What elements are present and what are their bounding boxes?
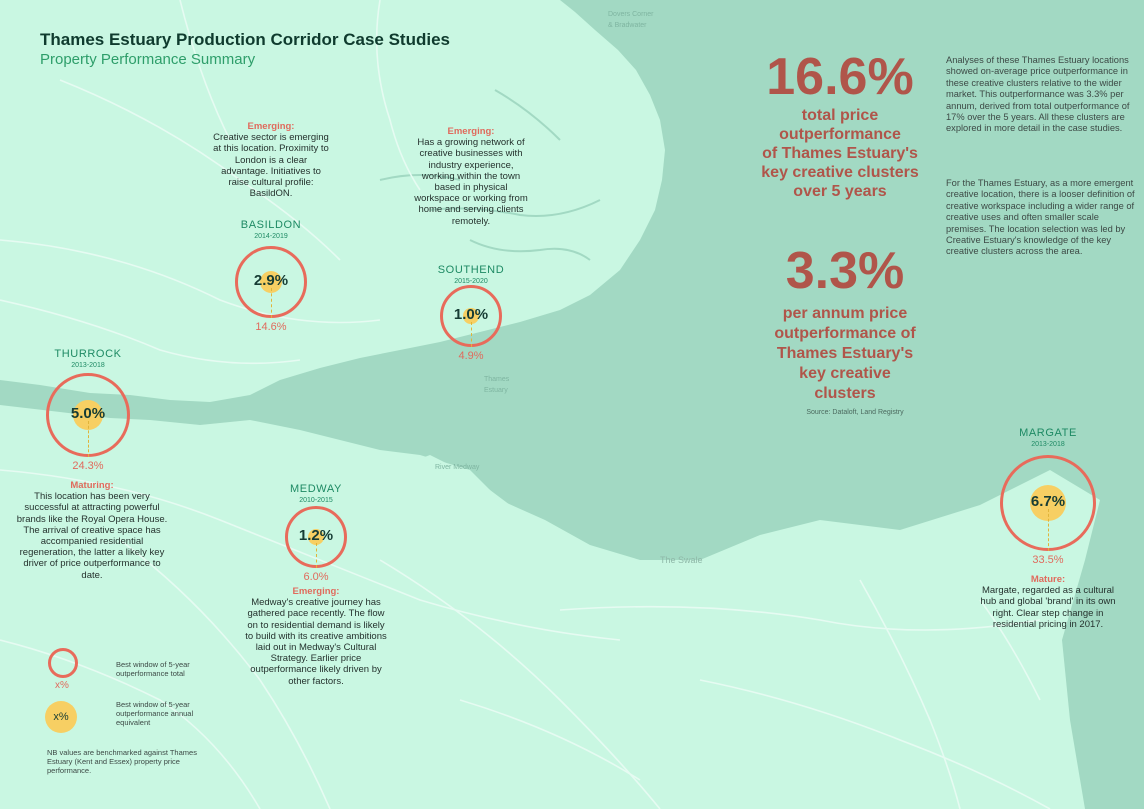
thurrock-stage: Maturing:	[70, 480, 114, 491]
headline-total-line: of Thames Estuary's	[762, 145, 918, 162]
medway-years: 2010-2015	[299, 497, 333, 504]
source-note: Source: Dataloft, Land Registry	[806, 409, 904, 416]
medway-stage: Emerging:	[292, 586, 340, 597]
thurrock-connector	[88, 421, 89, 457]
headline-pa-line: key creative	[799, 365, 891, 382]
southend-total-value: 4.9%	[458, 350, 484, 362]
page-subtitle: Property Performance Summary	[40, 51, 256, 68]
legend-ring-symbol	[48, 648, 78, 678]
southend-name: SOUTHEND	[437, 264, 505, 276]
basildon-years: 2014-2019	[254, 233, 288, 240]
legend-total-text: Best window of 5-year outperformance tot…	[116, 660, 190, 678]
headline-total-line: over 5 years	[793, 183, 887, 200]
top-map-label-2: & Bradwater	[608, 22, 647, 29]
southend-stage: Emerging:	[447, 126, 495, 137]
southend-connector	[471, 322, 472, 347]
southend-text: Has a growing network of creative busine…	[414, 137, 528, 227]
margate-pa-value: 6.7%	[1030, 493, 1066, 510]
analysis-paragraph-1: Analyses of these Thames Estuary locatio…	[946, 55, 1130, 134]
margate-years: 2013-2018	[1031, 441, 1065, 448]
headline-pa-text: per annum price outperformance of Thames…	[750, 304, 940, 404]
medway-text: Medway's creative journey has gathered p…	[245, 597, 387, 687]
page-title: Thames Estuary Production Corridor Case …	[40, 30, 450, 49]
medway-pa-value: 1.2%	[298, 527, 334, 544]
thames-estuary-label-1: Thames	[484, 376, 510, 383]
southend-years: 2015-2020	[454, 278, 488, 285]
thurrock-total-value: 24.3%	[72, 460, 104, 472]
southend-pa-value: 1.0%	[453, 306, 489, 323]
medway-connector	[316, 543, 317, 568]
headline-total-line: outperformance	[779, 126, 901, 143]
headline-total-value: 16.6%	[766, 48, 914, 106]
basildon-connector	[271, 288, 272, 318]
headline-total-text: total price outperformance of Thames Est…	[740, 106, 940, 201]
thurrock-text: This location has been very successful a…	[16, 491, 168, 581]
medway-total-value: 6.0%	[303, 571, 329, 583]
thurrock-description: Maturing: This location has been very suc…	[12, 480, 172, 581]
legend-total-symbol: x%	[55, 680, 69, 691]
thames-estuary-label-2: Estuary	[484, 387, 508, 394]
basildon-text: Creative sector is emerging at this loca…	[213, 132, 329, 200]
basildon-description: Emerging: Creative sector is emerging at …	[212, 121, 330, 199]
southend-description: Emerging: Has a growing network of creati…	[412, 126, 530, 227]
thurrock-pa-value: 5.0%	[70, 405, 106, 422]
margate-total-value: 33.5%	[1032, 554, 1064, 566]
headline-pa-line: Thames Estuary's	[776, 345, 914, 362]
basildon-total-value: 14.6%	[255, 321, 287, 333]
legend-note: NB values are benchmarked against Thames…	[47, 748, 197, 775]
headline-total-line: total price	[801, 107, 879, 124]
margate-description: Mature: Margate, regarded as a cultural h…	[980, 574, 1116, 630]
legend-dot-symbol: x%	[45, 701, 77, 733]
top-map-label-1: Dovers Corner	[608, 11, 654, 18]
thurrock-name: THURROCK	[54, 348, 122, 360]
basildon-stage: Emerging:	[247, 121, 295, 132]
headline-pa-line: clusters	[814, 385, 876, 402]
basildon-name: BASILDON	[240, 219, 302, 231]
margate-text: Margate, regarded as a cultural hub and …	[980, 585, 1116, 630]
margate-stage: Mature:	[1030, 574, 1066, 585]
headline-pa-line: per annum price	[782, 305, 908, 322]
basildon-pa-value: 2.9%	[253, 272, 289, 289]
headline-pa-line: outperformance of	[774, 325, 916, 342]
river-medway-label: River Medway	[435, 464, 480, 471]
headline-pa-value: 3.3%	[785, 242, 905, 300]
margate-name: MARGATE	[1019, 427, 1077, 439]
medway-name: MEDWAY	[290, 483, 342, 495]
margate-connector	[1048, 509, 1049, 551]
medway-description: Emerging: Medway's creative journey has g…	[243, 586, 389, 687]
legend-pa-text: Best window of 5-year outperformance ann…	[116, 700, 194, 727]
headline-total-line: key creative clusters	[761, 164, 919, 181]
thurrock-years: 2013-2018	[71, 362, 105, 369]
analysis-paragraph-2: For the Thames Estuary, as a more emerge…	[946, 178, 1135, 257]
the-swale-label: The Swale	[660, 555, 703, 565]
